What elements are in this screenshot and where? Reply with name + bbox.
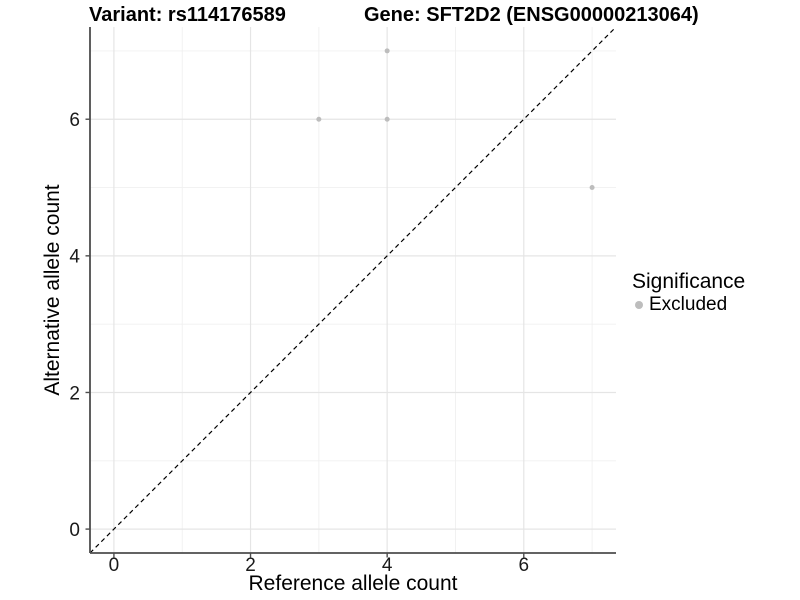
axis-ticks bbox=[85, 118, 525, 558]
data-points bbox=[316, 48, 595, 191]
data-point bbox=[384, 116, 390, 122]
y-axis-title: Alternative allele count bbox=[41, 184, 64, 396]
circle-marker-icon bbox=[635, 300, 643, 309]
tick-labels: 0 2 4 6 0 2 4 6 bbox=[69, 110, 529, 576]
data-point bbox=[589, 185, 595, 191]
axis-lines bbox=[89, 27, 616, 554]
plot-title-gene: Gene: SFT2D2 (ENSG00000213064) bbox=[364, 4, 699, 26]
data-point bbox=[316, 116, 322, 122]
legend-title: Significance bbox=[632, 270, 746, 293]
x-tick-label: 0 bbox=[109, 555, 120, 576]
grid-minor bbox=[90, 27, 616, 553]
identity-line bbox=[89, 26, 617, 554]
grid-major bbox=[90, 27, 616, 553]
x-axis-title: Reference allele count bbox=[248, 572, 458, 595]
data-point bbox=[384, 48, 390, 54]
legend-entry-excluded: Excluded bbox=[632, 294, 745, 315]
x-tick-label: 2 bbox=[245, 555, 256, 576]
x-tick-label: 4 bbox=[382, 555, 393, 576]
legend-entry-label: Excluded bbox=[649, 294, 728, 315]
y-tick-label: 6 bbox=[69, 110, 80, 131]
y-tick-label: 2 bbox=[69, 383, 80, 404]
legend: Significance Excluded bbox=[632, 270, 746, 316]
y-tick-label: 0 bbox=[69, 520, 80, 541]
y-tick-label: 4 bbox=[69, 247, 80, 268]
x-tick-label: 6 bbox=[518, 555, 529, 576]
plot-title-variant: Variant: rs114176589 bbox=[89, 4, 286, 26]
